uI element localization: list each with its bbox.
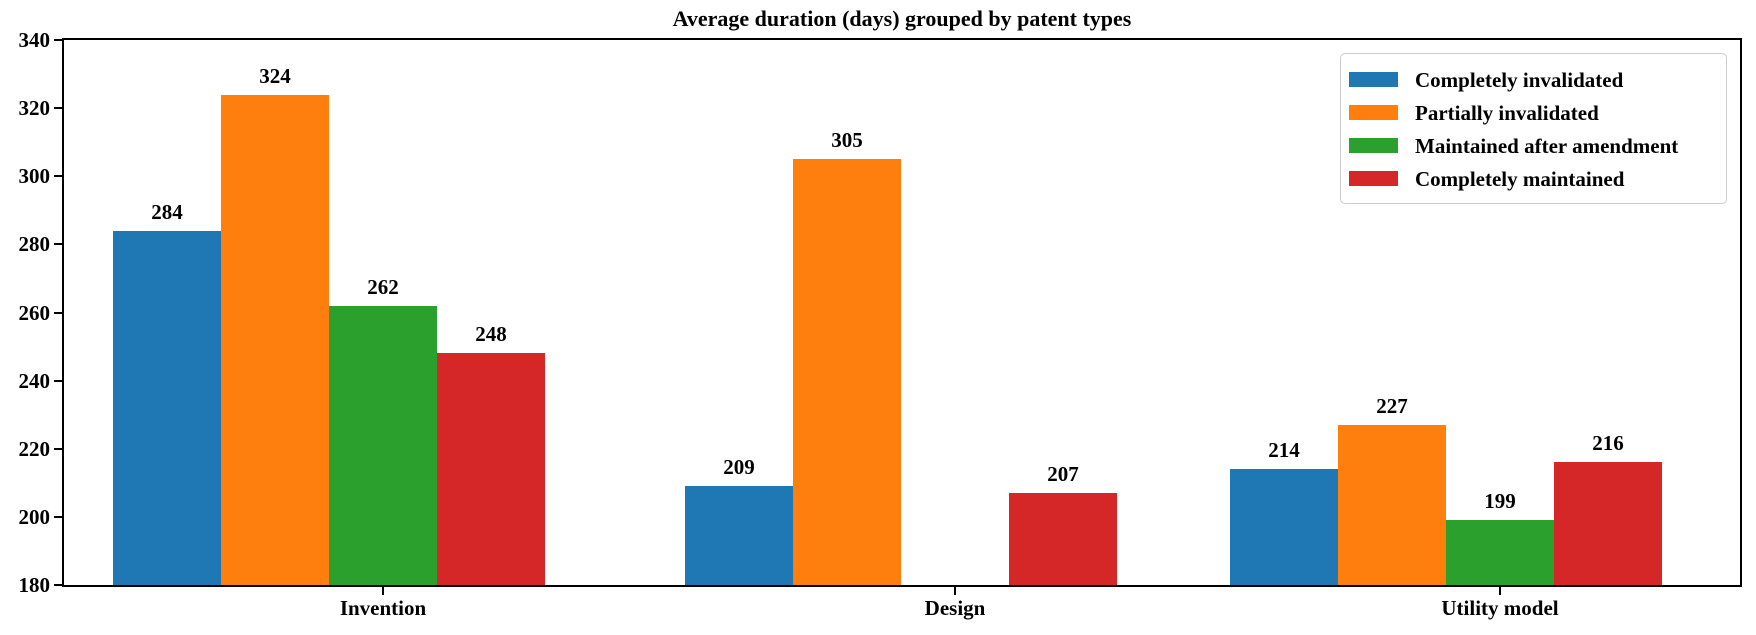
bar-value-label: 324 bbox=[259, 63, 291, 88]
bar-value-label: 305 bbox=[831, 128, 863, 153]
x-tick-mark bbox=[382, 587, 384, 595]
y-tick-label: 240 bbox=[18, 368, 51, 393]
bar-maintained-after-amendment-utility-model bbox=[1446, 520, 1554, 585]
legend-label: Maintained after amendment bbox=[1415, 133, 1679, 158]
legend-label: Completely maintained bbox=[1415, 166, 1625, 191]
legend-swatch-partially-invalidated bbox=[1349, 105, 1398, 120]
bar-completely-invalidated-design bbox=[685, 486, 793, 585]
y-tick-mark bbox=[54, 311, 62, 314]
bar-completely-maintained-design bbox=[1009, 493, 1117, 585]
y-tick-mark bbox=[54, 447, 62, 450]
bar-completely-invalidated-utility-model bbox=[1230, 469, 1338, 585]
bar-value-label: 214 bbox=[1268, 438, 1300, 463]
bar-value-label: 209 bbox=[723, 455, 755, 480]
y-tick-mark bbox=[54, 107, 62, 110]
bar-value-label: 216 bbox=[1592, 431, 1624, 456]
y-tick-mark bbox=[54, 39, 62, 41]
legend-label: Partially invalidated bbox=[1415, 100, 1599, 125]
y-tick-label: 340 bbox=[18, 28, 51, 52]
legend-swatch-maintained-after-amendment bbox=[1349, 138, 1398, 153]
y-tick-mark bbox=[54, 175, 62, 178]
y-tick-label: 260 bbox=[18, 300, 51, 325]
y-tick-label: 280 bbox=[18, 232, 51, 257]
y-tick-label: 300 bbox=[18, 164, 51, 189]
bar-completely-maintained-utility-model bbox=[1554, 462, 1662, 585]
y-tick-label: 320 bbox=[18, 96, 51, 121]
legend-entry-completely-invalidated: Completely invalidated bbox=[1349, 63, 1718, 96]
bar-value-label: 248 bbox=[475, 322, 507, 347]
bar-completely-maintained-invention bbox=[437, 353, 545, 585]
x-tick-label-utility-model: Utility model bbox=[1441, 596, 1559, 620]
y-tick-label: 180 bbox=[18, 573, 51, 597]
bar-value-label: 199 bbox=[1484, 489, 1516, 514]
y-tick-label: 200 bbox=[18, 504, 51, 529]
y-tick-label: 220 bbox=[18, 436, 51, 461]
y-tick-mark bbox=[54, 243, 62, 246]
bar-partially-invalidated-invention bbox=[221, 94, 329, 585]
legend: Completely invalidated Partially invalida… bbox=[1340, 53, 1727, 204]
y-tick-mark bbox=[54, 379, 62, 382]
chart-title: Average duration (days) grouped by paten… bbox=[672, 6, 1132, 31]
bar-maintained-after-amendment-invention bbox=[329, 305, 437, 585]
legend-entry-partially-invalidated: Partially invalidated bbox=[1349, 96, 1718, 129]
x-tick-label-invention: Invention bbox=[339, 596, 427, 620]
legend-entry-maintained-after-amendment: Maintained after amendment bbox=[1349, 129, 1718, 162]
bar-value-label: 262 bbox=[367, 274, 399, 299]
legend-entry-completely-maintained: Completely maintained bbox=[1349, 162, 1718, 195]
bar-partially-invalidated-utility-model bbox=[1338, 424, 1446, 585]
legend-label: Completely invalidated bbox=[1415, 67, 1624, 92]
bar-partially-invalidated-design bbox=[793, 159, 901, 585]
x-tick-label-design: Design bbox=[924, 596, 986, 620]
legend-swatch-completely-invalidated bbox=[1349, 72, 1398, 87]
y-tick-mark bbox=[54, 584, 62, 586]
bar-value-label: 284 bbox=[151, 199, 183, 224]
x-tick-mark bbox=[1499, 587, 1501, 595]
legend-swatch-completely-maintained bbox=[1349, 171, 1398, 186]
x-tick-mark bbox=[954, 587, 956, 595]
bar-value-label: 227 bbox=[1376, 393, 1408, 418]
bar-completely-invalidated-invention bbox=[113, 230, 221, 585]
y-tick-mark bbox=[54, 515, 62, 518]
bar-value-label: 207 bbox=[1047, 462, 1079, 487]
